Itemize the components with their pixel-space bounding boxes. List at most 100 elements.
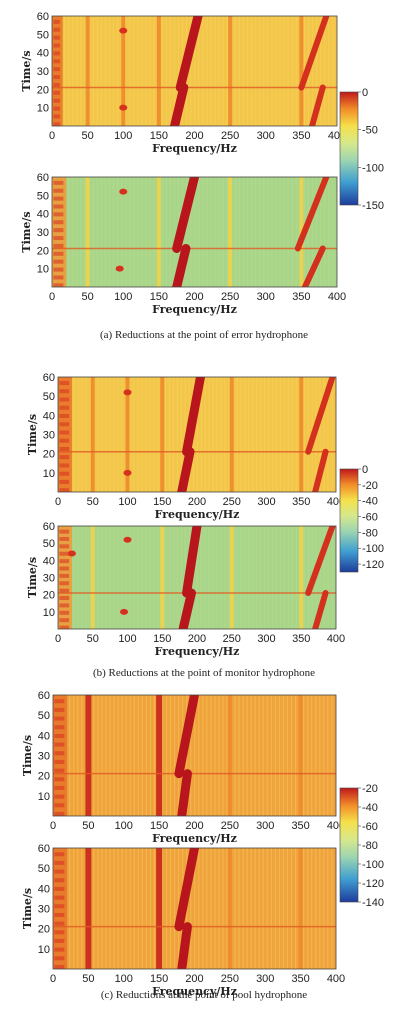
harmonic-line-50hz — [85, 16, 90, 126]
y-tick-label: 30 — [43, 573, 55, 585]
x-tick-label: 400 — [328, 291, 346, 303]
x-tick-label: 150 — [153, 633, 171, 645]
x-tick-label: 100 — [114, 291, 132, 303]
x-axis-label: Frequency/Hz — [152, 303, 237, 316]
harmonic-line-50hz — [90, 526, 95, 629]
x-tick-label: 300 — [256, 973, 274, 985]
plot-frame — [52, 847, 337, 970]
sweep1-upper — [182, 377, 205, 457]
colorbar-tick-label: -100 — [362, 543, 384, 555]
x-tick-label: 300 — [257, 130, 275, 142]
y-tick-label: 20 — [38, 924, 50, 936]
y-tick-label: 10 — [43, 468, 55, 480]
colorbar-tick-label: -20 — [362, 480, 378, 492]
harmonic-line-100hz — [125, 377, 130, 492]
colorbar-b: 0 -20 -40 -60 -80 -100 -120 — [339, 464, 384, 573]
x-tick-label: 250 — [221, 820, 239, 832]
x-tick-label: 0 — [55, 496, 61, 508]
colorbar-tick-label: 0 — [362, 87, 368, 99]
sweep2-upper — [298, 16, 330, 91]
sweep1-lower — [177, 447, 195, 492]
x-tick-label: 250 — [221, 291, 239, 303]
harmonic-line-250hz — [228, 16, 233, 126]
harmonic-line-350hz — [298, 695, 303, 816]
y-tick-label: 50 — [43, 538, 55, 550]
plot-frame — [51, 15, 338, 127]
x-tick-label: 50 — [87, 633, 99, 645]
colorbar-tick-label: -120 — [362, 878, 384, 890]
y-axis-label: Time/s — [21, 888, 34, 929]
colorbar-tick-label: -80 — [362, 527, 378, 539]
spot-2 — [67, 550, 76, 557]
x-axis-label: Frequency/Hz — [152, 142, 237, 155]
harmonic-line-150hz — [156, 848, 163, 969]
x-tick-label: 400 — [327, 973, 345, 985]
y-tick-label: 30 — [38, 751, 50, 763]
x-tick-label: 200 — [185, 130, 203, 142]
y-tick-label: 40 — [43, 410, 55, 422]
colorbar-c: -20 -40 -60 -80 -100 -120 -140 — [339, 783, 384, 909]
spectrogram-panels: 0 50 100 150 200 250 300 350 400102030405060Freq… — [20, 11, 346, 998]
colorbars: 0-50-100-1500-20-40-60-80-100-120-20-40-… — [339, 87, 384, 909]
x-axis-label: Frequency/Hz — [155, 508, 240, 521]
sweep1-lower — [172, 244, 191, 287]
x-tick-label: 200 — [185, 820, 203, 832]
x-tick-label: 250 — [223, 496, 241, 508]
spot-0 — [115, 265, 124, 272]
spectrogram-b-1: 0 50 100 150 200 250 300 350 400102030405060Freq… — [26, 372, 345, 521]
y-tick-label: 10 — [38, 944, 50, 956]
colorbar-tick-label: -120 — [362, 559, 384, 571]
colorbar-tick-label: -80 — [362, 840, 378, 852]
y-tick-label: 60 — [38, 690, 50, 702]
x-tick-label: 0 — [49, 130, 55, 142]
colorbar-tick-label: 0 — [362, 464, 368, 476]
sweep2-upper — [294, 177, 330, 252]
y-tick-label: 40 — [43, 555, 55, 567]
caption-b: (b) Reductions at the point of monitor h… — [93, 667, 315, 679]
harmonic-line-50hz — [85, 848, 92, 969]
harmonic-line-350hz — [298, 848, 303, 969]
harmonic-line-150hz — [156, 16, 161, 126]
harmonic-line-150hz — [160, 526, 165, 629]
x-tick-label: 100 — [118, 633, 136, 645]
x-tick-label: 50 — [82, 973, 94, 985]
colorbar-tick-label: -150 — [362, 200, 384, 212]
sweep1-lower — [177, 922, 192, 969]
colorbar-tick-label: -40 — [362, 802, 378, 814]
colorbar-tick-label: -100 — [362, 162, 384, 174]
y-axis-label: Time/s — [26, 557, 39, 598]
y-tick-label: 40 — [37, 48, 49, 60]
y-tick-label: 10 — [37, 103, 49, 115]
x-tick-label: 150 — [150, 291, 168, 303]
harmonic-line-50hz — [85, 177, 90, 287]
y-tick-label: 30 — [37, 227, 49, 239]
colorbar-gradient — [339, 91, 359, 206]
y-tick-label: 50 — [43, 391, 55, 403]
x-tick-label: 400 — [327, 633, 345, 645]
y-tick-label: 20 — [37, 245, 49, 257]
x-tick-label: 200 — [188, 633, 206, 645]
spot-1 — [119, 27, 128, 34]
x-tick-label: 150 — [153, 496, 171, 508]
x-tick-label: 150 — [150, 973, 168, 985]
y-axis-label: Time/s — [20, 211, 33, 252]
harmonic-line-250hz — [228, 177, 233, 287]
x-tick-label: 100 — [118, 496, 136, 508]
harmonic-line-350hz — [299, 16, 304, 126]
spot-1 — [119, 188, 128, 195]
x-tick-label: 0 — [49, 291, 55, 303]
sweep1-upper — [174, 848, 199, 932]
harmonic-line-50hz — [85, 695, 92, 816]
x-tick-label: 250 — [223, 633, 241, 645]
y-tick-label: 20 — [37, 84, 49, 96]
x-tick-label: 350 — [292, 130, 310, 142]
harmonic-line-250hz — [227, 695, 232, 816]
harmonic-line-250hz — [229, 526, 234, 629]
x-tick-label: 50 — [82, 291, 94, 303]
x-tick-label: 100 — [115, 973, 133, 985]
colorbar-tick-label: -100 — [362, 859, 384, 871]
colorbar-gradient — [339, 787, 359, 903]
sweep1-lower — [177, 769, 192, 816]
harmonic-line-150hz — [156, 695, 163, 816]
